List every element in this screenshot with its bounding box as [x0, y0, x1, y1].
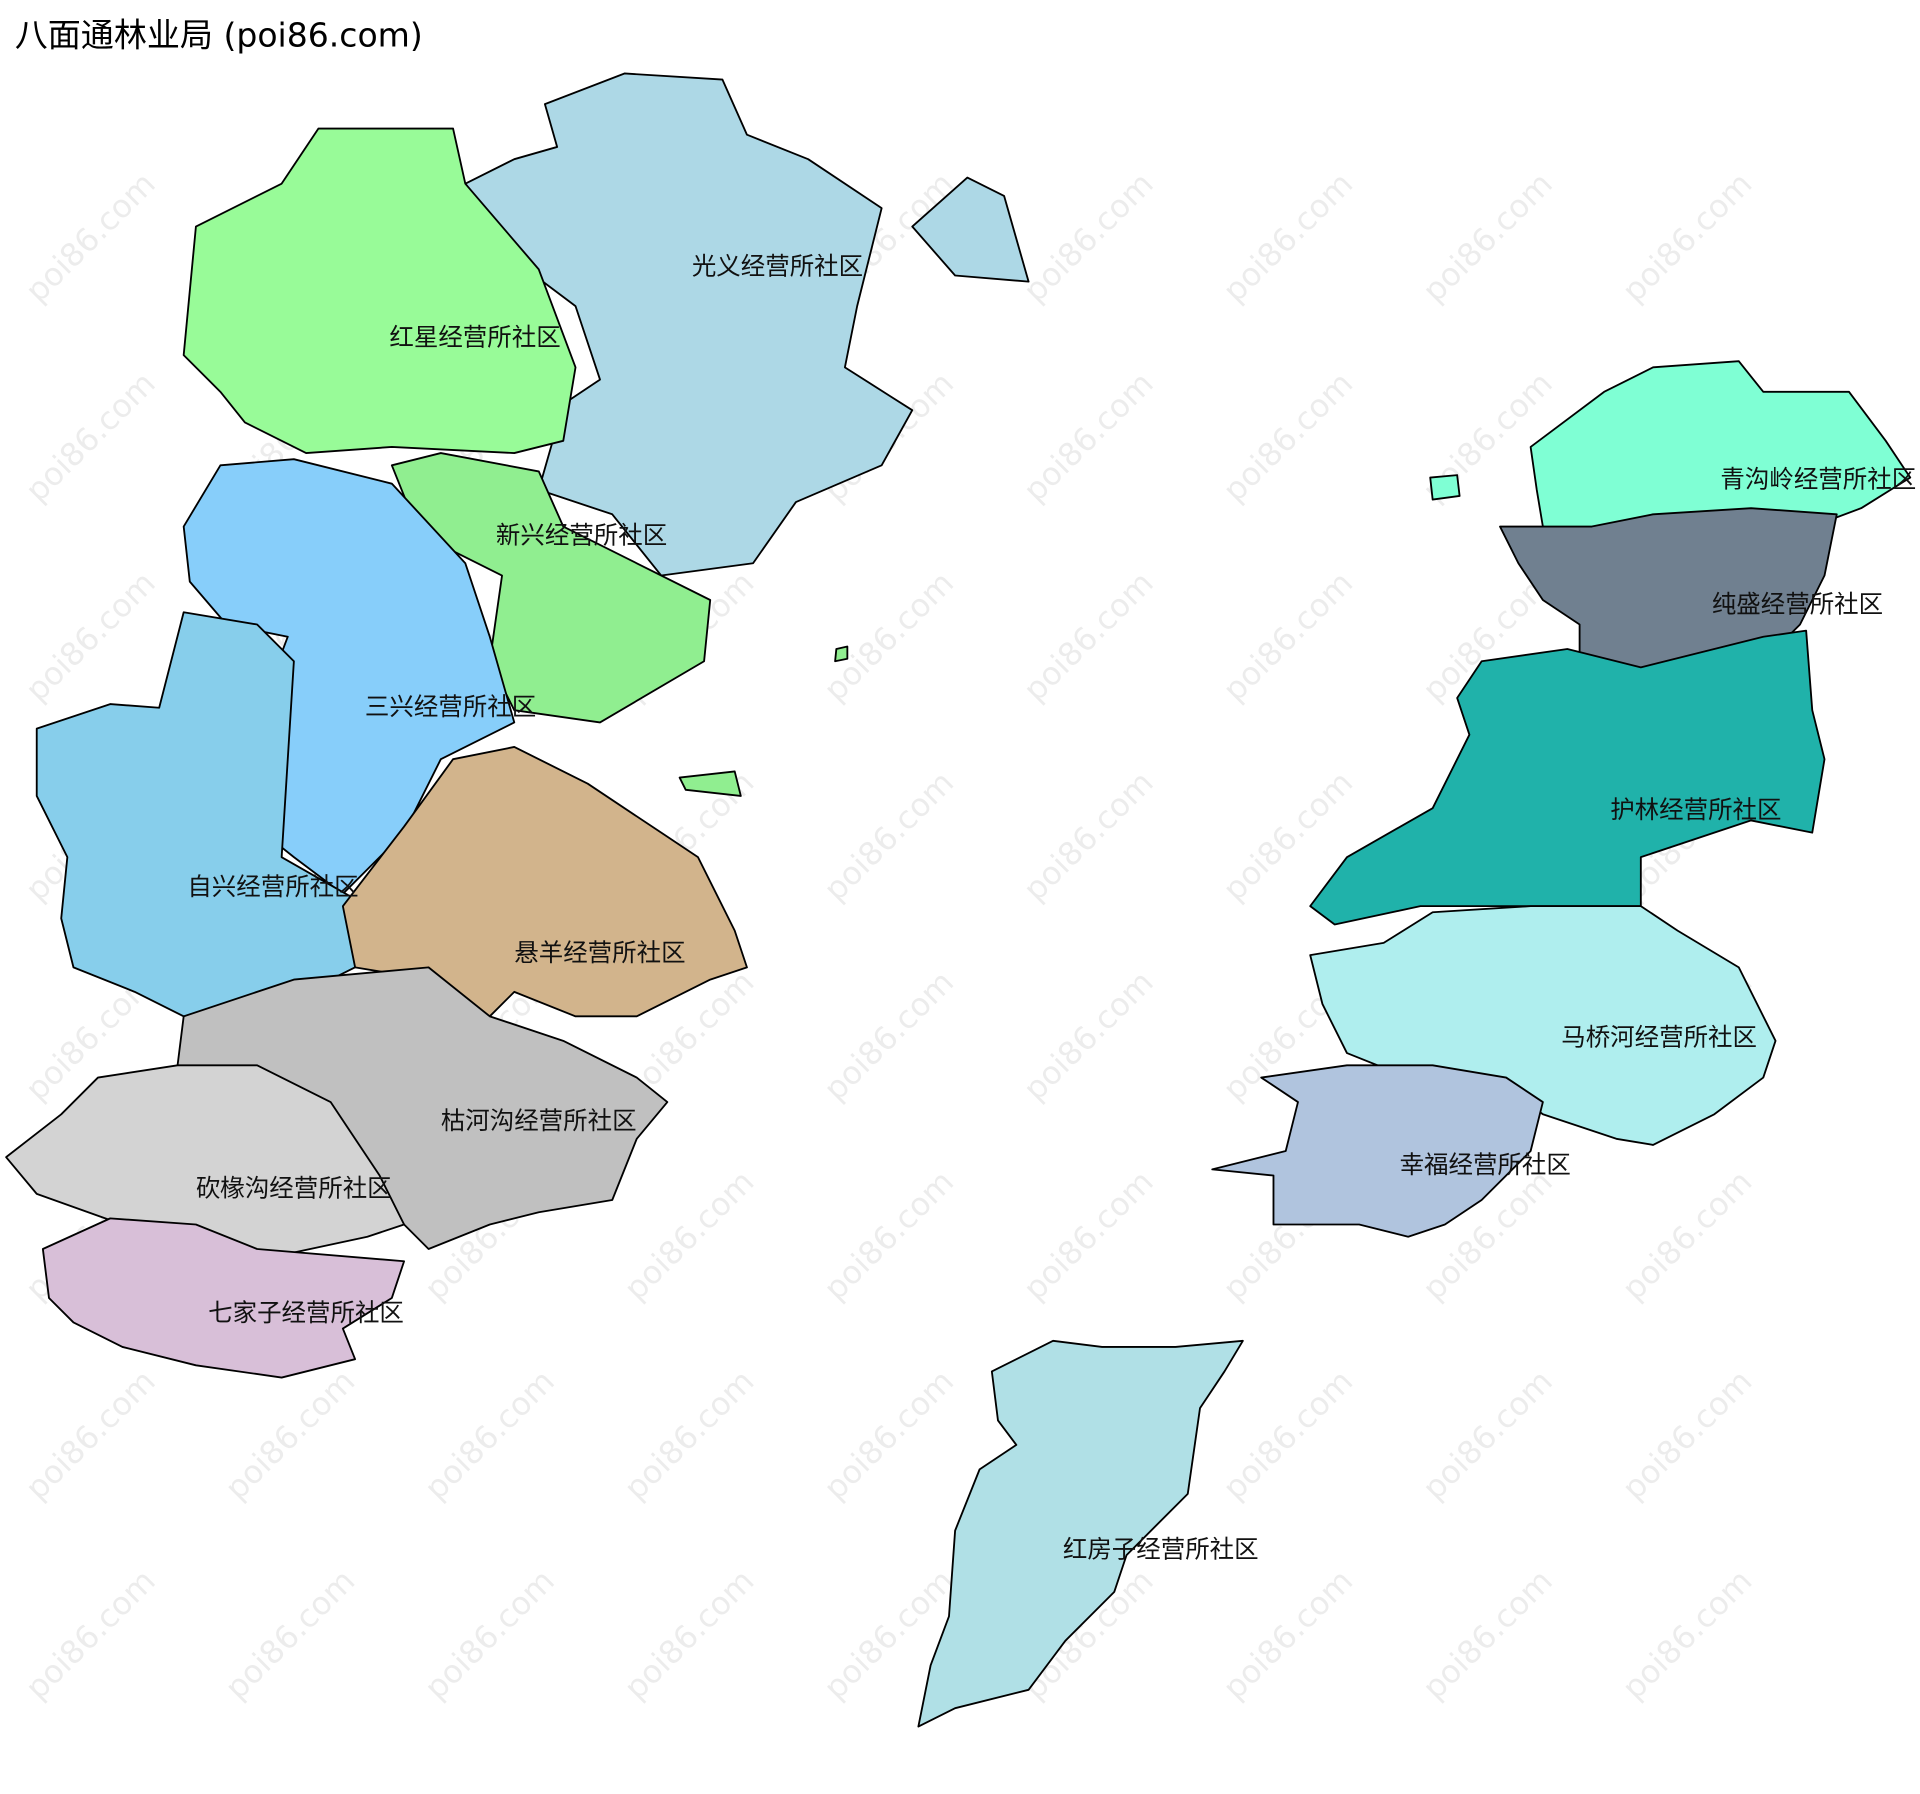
watermark: poi86.com — [1415, 1562, 1560, 1707]
watermark: poi86.com — [18, 564, 163, 709]
watermark: poi86.com — [816, 564, 961, 709]
watermark: poi86.com — [417, 1562, 562, 1707]
region — [834, 645, 849, 663]
watermark: poi86.com — [1614, 165, 1759, 310]
watermark: poi86.com — [616, 1362, 761, 1507]
region-label: 悬羊经营所社区 — [514, 938, 685, 967]
region-label: 红房子经营所社区 — [1063, 1535, 1259, 1564]
region-label: 青沟岭经营所社区 — [1720, 464, 1916, 493]
region-label: 自兴经营所社区 — [187, 872, 358, 901]
watermark: poi86.com — [816, 1362, 961, 1507]
watermark: poi86.com — [1215, 564, 1360, 709]
watermark: poi86.com — [217, 1362, 362, 1507]
watermark: poi86.com — [1614, 1562, 1759, 1707]
region-label: 三兴经营所社区 — [365, 692, 536, 721]
map-title: 八面通林业局 (poi86.com) — [15, 16, 423, 55]
watermark: poi86.com — [816, 1163, 961, 1308]
watermark: poi86.com — [1215, 1562, 1360, 1707]
region-label: 新兴经营所社区 — [496, 521, 667, 550]
watermark: poi86.com — [417, 1362, 562, 1507]
region — [1309, 629, 1826, 926]
watermark: poi86.com — [1016, 763, 1161, 908]
region-label: 砍椽沟经营所社区 — [196, 1173, 392, 1202]
watermark: poi86.com — [1016, 364, 1161, 509]
region-label: 马桥河经营所社区 — [1561, 1023, 1757, 1052]
watermark: poi86.com — [816, 763, 961, 908]
watermark: poi86.com — [18, 364, 163, 509]
region-label: 纯盛经营所社区 — [1712, 589, 1883, 618]
region — [390, 452, 712, 724]
watermark: poi86.com — [1614, 1362, 1759, 1507]
watermark: poi86.com — [1016, 165, 1161, 310]
watermark: poi86.com — [1415, 1362, 1560, 1507]
region — [1429, 474, 1461, 501]
watermark: poi86.com — [1215, 165, 1360, 310]
region — [678, 770, 742, 797]
watermark: poi86.com — [18, 1562, 163, 1707]
watermark: poi86.com — [816, 963, 961, 1108]
region-label: 枯河沟经营所社区 — [441, 1106, 637, 1135]
map-layer: poi86.com poi86.com poi86.com poi86.com poi8… — [5, 16, 1916, 1728]
region-label: 幸福经营所社区 — [1400, 1150, 1571, 1179]
region — [1211, 1064, 1544, 1238]
watermark: poi86.com — [1016, 1163, 1161, 1308]
region — [41, 1217, 406, 1379]
region-label: 七家子经营所社区 — [208, 1298, 404, 1327]
watermark: poi86.com — [1016, 564, 1161, 709]
watermark: poi86.com — [1415, 165, 1560, 310]
watermark: poi86.com — [616, 1562, 761, 1707]
region-label: 护林经营所社区 — [1610, 795, 1781, 824]
watermark: poi86.com — [217, 1562, 362, 1707]
region-label: 光义经营所社区 — [692, 251, 863, 280]
region-label: 红星经营所社区 — [389, 322, 560, 351]
watermark: poi86.com — [18, 1362, 163, 1507]
watermark: poi86.com — [1215, 364, 1360, 509]
watermark: poi86.com — [616, 1163, 761, 1308]
watermark: poi86.com — [1614, 1163, 1759, 1308]
region — [911, 176, 1030, 283]
region — [917, 1339, 1244, 1728]
watermark: poi86.com — [1215, 1362, 1360, 1507]
region — [182, 127, 577, 454]
watermark: poi86.com — [1016, 963, 1161, 1108]
watermark: poi86.com — [18, 165, 163, 310]
